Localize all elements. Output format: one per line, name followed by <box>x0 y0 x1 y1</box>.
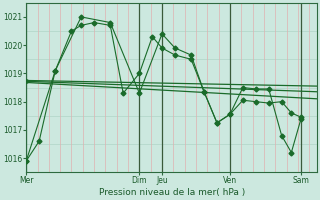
X-axis label: Pression niveau de la mer( hPa ): Pression niveau de la mer( hPa ) <box>99 188 245 197</box>
